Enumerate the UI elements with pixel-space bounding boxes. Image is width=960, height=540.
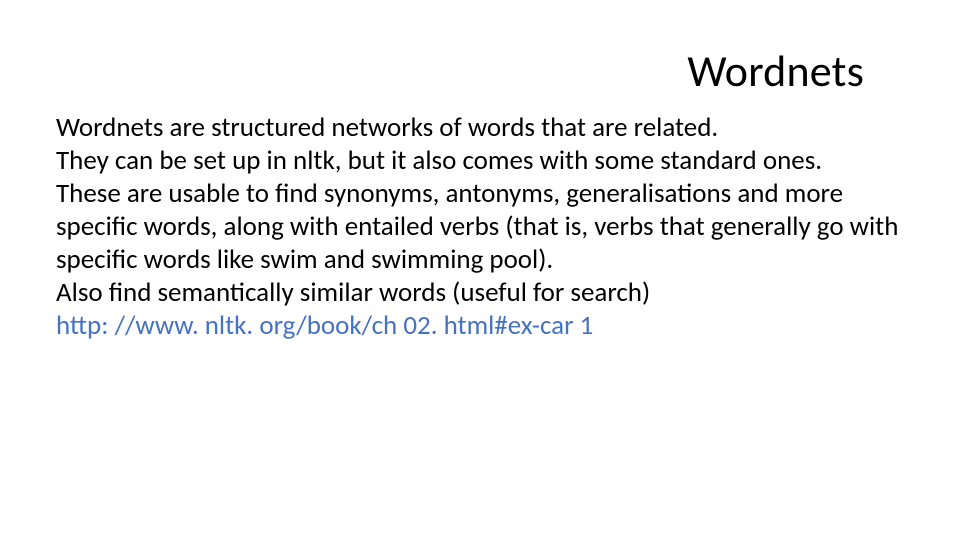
slide-body: Wordnets are structured networks of word…	[56, 112, 904, 343]
slide: Wordnets Wordnets are structured network…	[0, 0, 960, 540]
slide-title: Wordnets	[56, 44, 904, 98]
body-paragraph: Also find semantically similar words (us…	[56, 277, 904, 310]
body-paragraph: Wordnets are structured networks of word…	[56, 112, 904, 145]
body-paragraph: They can be set up in nltk, but it also …	[56, 145, 904, 178]
body-link: http: //www. nltk. org/book/ch 02. html#…	[56, 310, 904, 343]
body-paragraph: These are usable to find synonyms, anton…	[56, 178, 904, 277]
